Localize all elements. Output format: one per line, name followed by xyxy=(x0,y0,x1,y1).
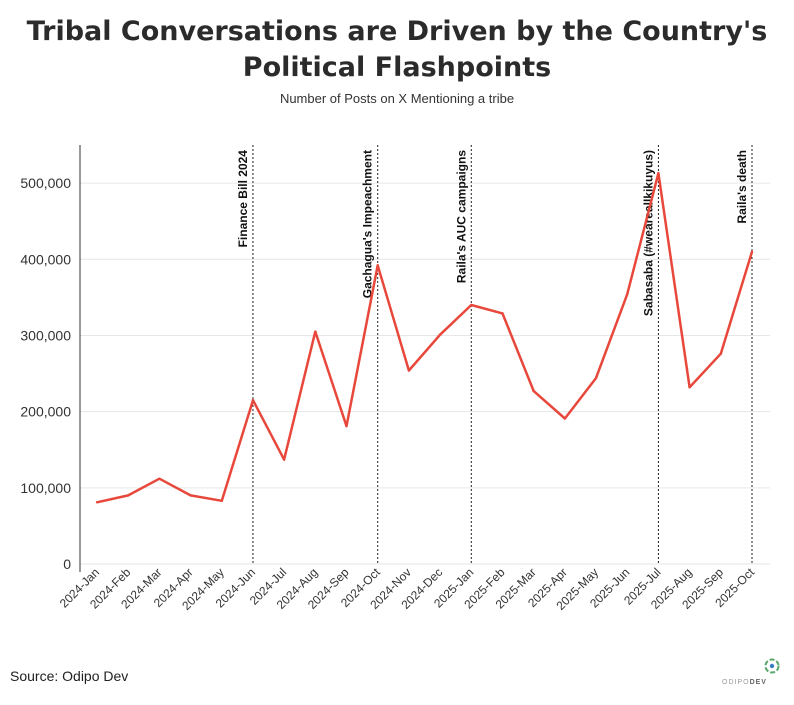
data-point xyxy=(626,293,629,296)
data-point xyxy=(501,312,504,315)
y-tick-label: 400,000 xyxy=(20,251,71,267)
data-point xyxy=(95,501,99,504)
odipo-dev-logo: ODIPODEV xyxy=(722,658,780,688)
data-point xyxy=(438,333,442,336)
y-tick-label: 0 xyxy=(63,556,71,572)
data-point xyxy=(314,330,317,333)
event-label: Finance Bill 2024 xyxy=(236,150,250,248)
chart-title-line-1: Tribal Conversations are Driven by the C… xyxy=(26,16,768,47)
event-label: Raila's AUC campaigns xyxy=(454,150,468,283)
logo-text: ODIPODEV xyxy=(722,679,767,686)
data-point xyxy=(376,264,379,267)
event-label: Gachagua's Impeachment xyxy=(361,150,375,298)
source-note: Source: Odipo Dev xyxy=(10,668,129,684)
y-tick-label: 200,000 xyxy=(20,404,71,420)
logo-text-bold: DEV xyxy=(749,679,767,686)
data-point xyxy=(470,303,473,307)
chart-title: Tribal Conversations are Driven by the C… xyxy=(0,14,794,86)
data-point xyxy=(750,250,754,253)
y-tick-label: 100,000 xyxy=(20,480,71,496)
data-point xyxy=(688,386,691,389)
y-tick-label: 300,000 xyxy=(20,327,71,343)
logo-text-light: ODIPO xyxy=(722,679,750,686)
data-point xyxy=(251,399,255,402)
data-point xyxy=(220,499,223,502)
data-point xyxy=(282,458,286,461)
y-tick-label: 500,000 xyxy=(20,175,71,191)
series-line xyxy=(96,171,754,504)
data-point xyxy=(657,171,660,175)
data-point xyxy=(189,494,192,497)
data-point xyxy=(594,376,598,380)
event-label: Raila's death xyxy=(735,150,749,224)
chart-subtitle: Number of Posts on X Mentioning a tribe xyxy=(279,91,515,106)
data-point xyxy=(563,417,567,420)
data-point xyxy=(126,494,130,497)
data-point xyxy=(532,389,535,393)
data-point xyxy=(345,424,348,428)
event-label: Sabasaba (#weareallkikuyus) xyxy=(641,150,655,316)
data-point xyxy=(158,477,161,480)
chart-title-line-2: Political Flashpoints xyxy=(242,52,552,83)
data-point xyxy=(719,352,723,355)
data-point xyxy=(407,369,411,372)
logo-icon xyxy=(764,658,780,674)
